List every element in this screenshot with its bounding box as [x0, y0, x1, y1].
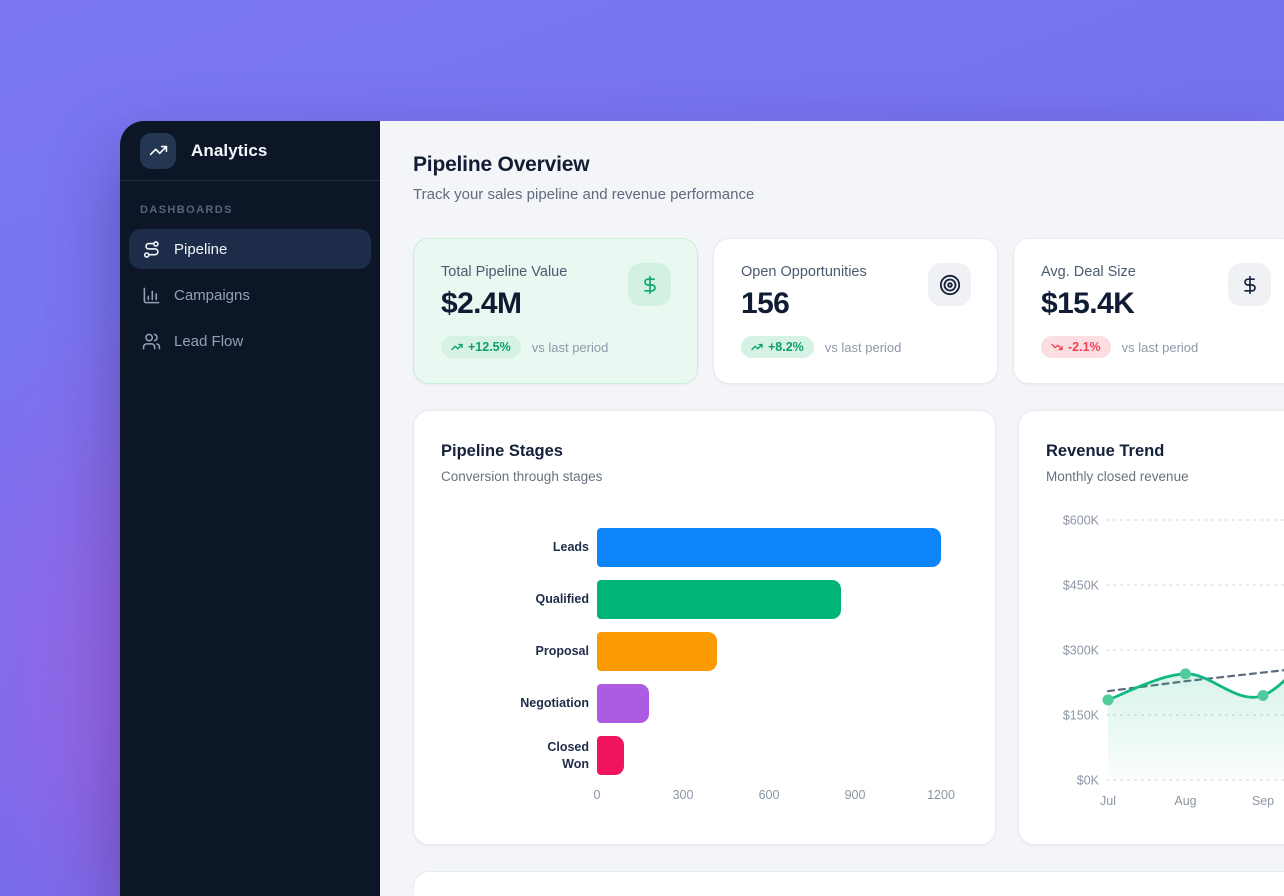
bar-track	[597, 684, 968, 723]
stat-cards-row: Total Pipeline Value $2.4M +12.5% vs las…	[413, 238, 1284, 384]
x-axis-label: Aug	[1174, 794, 1196, 808]
target-icon	[928, 263, 971, 306]
stat-value: $15.4K	[1041, 287, 1135, 320]
app-name: Analytics	[191, 140, 268, 160]
column-chart-icon	[142, 286, 161, 305]
next-section-card	[413, 871, 1284, 896]
bar-track	[597, 580, 968, 619]
data-point-dot[interactable]	[1257, 690, 1269, 701]
bar[interactable]	[597, 580, 841, 619]
bar-category-label: Qualified	[535, 592, 589, 607]
bar-chart: Leads Qualified Proposal Negotiation Closed …	[441, 528, 968, 775]
sidebar-item-pipeline[interactable]: Pipeline	[129, 229, 371, 269]
sidebar-nav: Pipeline Campaigns	[120, 229, 380, 361]
bar-track	[597, 528, 968, 567]
chart-subtitle: Monthly closed revenue	[1046, 469, 1189, 484]
bar-category-label: Negotiation	[520, 696, 589, 711]
stat-label: Avg. Deal Size	[1041, 264, 1136, 280]
stat-footer: -2.1% vs last period	[1041, 336, 1270, 358]
x-axis-tick: 900	[844, 788, 866, 802]
compare-label: vs last period	[531, 339, 609, 355]
bar[interactable]	[597, 736, 624, 775]
x-axis-tick: 600	[758, 788, 780, 802]
y-axis-label: $600K	[1063, 514, 1100, 528]
change-badge: +8.2%	[741, 336, 814, 358]
trend-dashed-line	[1106, 669, 1284, 693]
page-subtitle: Track your sales pipeline and revenue pe…	[413, 186, 755, 203]
y-axis-label: $150K	[1063, 709, 1100, 723]
data-point-dot[interactable]	[1180, 668, 1191, 680]
trending-down-icon	[1051, 343, 1063, 351]
y-axis-label: $0K	[1077, 774, 1100, 788]
dollar-sign-icon	[1228, 263, 1271, 306]
bar[interactable]	[597, 684, 649, 723]
stat-footer: +8.2% vs last period	[741, 336, 970, 358]
bar[interactable]	[597, 632, 717, 671]
app-window: Analytics DASHBOARDS Pipeline	[120, 121, 1284, 896]
x-axis-label: Sep	[1252, 794, 1274, 808]
data-point-dot[interactable]	[1102, 694, 1114, 706]
revenue-area-fill	[1108, 673, 1284, 780]
pipeline-stages-card: Pipeline Stages Conversion through stage…	[413, 410, 996, 845]
compare-label: vs last period	[824, 339, 902, 355]
x-axis-tick: 300	[672, 788, 694, 802]
x-axis-tick: 1200	[927, 788, 955, 802]
bar-category-label: Leads	[552, 540, 589, 555]
sidebar-item-label: Pipeline	[174, 240, 228, 258]
bar-row: Closed Won	[441, 736, 968, 775]
dollar-sign-icon	[628, 263, 671, 306]
stat-label: Total Pipeline Value	[441, 264, 568, 280]
sidebar-section-label: DASHBOARDS	[140, 204, 233, 216]
stat-card-avg-deal-size[interactable]: Avg. Deal Size $15.4K -2.1% vs last peri…	[1013, 238, 1284, 384]
bar-track	[597, 632, 968, 671]
compare-label: vs last period	[1121, 339, 1199, 355]
bar[interactable]	[597, 528, 941, 567]
users-icon	[142, 332, 161, 351]
sidebar: Analytics DASHBOARDS Pipeline	[120, 121, 380, 896]
bar-category-label: Proposal	[535, 644, 590, 659]
charts-row: Pipeline Stages Conversion through stage…	[413, 410, 1284, 845]
bar-row: Negotiation	[441, 684, 968, 723]
y-axis-label: $450K	[1063, 579, 1100, 593]
bar-row: Leads	[441, 528, 968, 567]
page-title: Pipeline Overview	[413, 153, 590, 176]
y-axis-label: $300K	[1063, 644, 1100, 658]
trending-up-icon	[451, 343, 463, 351]
stat-footer: +12.5% vs last period	[441, 336, 670, 358]
sidebar-item-lead-flow[interactable]: Lead Flow	[129, 321, 371, 361]
main-content: Pipeline Overview Track your sales pipel…	[380, 121, 1284, 896]
stat-card-total-pipeline-value[interactable]: Total Pipeline Value $2.4M +12.5% vs las…	[413, 238, 698, 384]
stat-value: $2.4M	[441, 287, 522, 320]
app-logo-row: Analytics	[120, 121, 380, 181]
stat-label: Open Opportunities	[741, 264, 867, 280]
sidebar-item-campaigns[interactable]: Campaigns	[129, 275, 371, 315]
trending-up-logo-icon	[140, 132, 176, 169]
change-badge: +12.5%	[441, 336, 521, 358]
sidebar-item-label: Lead Flow	[174, 332, 244, 350]
revenue-trend-card: Revenue Trend Monthly closed revenue $60…	[1018, 410, 1284, 845]
bar-category-label: Closed Won	[547, 740, 589, 771]
stat-card-open-opportunities[interactable]: Open Opportunities 156 +8.2% vs last per…	[713, 238, 998, 384]
x-axis-label: Jul	[1100, 794, 1116, 808]
stat-value: 156	[741, 287, 790, 320]
chart-subtitle: Conversion through stages	[441, 469, 603, 484]
trending-up-icon	[751, 343, 763, 351]
revenue-line	[1106, 672, 1284, 702]
change-badge: -2.1%	[1041, 336, 1111, 358]
bar-row: Qualified	[441, 580, 968, 619]
chart-title: Revenue Trend	[1046, 442, 1165, 460]
bar-row: Proposal	[441, 632, 968, 671]
bar-track	[597, 736, 968, 775]
chart-title: Pipeline Stages	[441, 442, 563, 460]
x-axis-tick: 0	[593, 788, 601, 802]
sidebar-item-label: Campaigns	[174, 286, 250, 304]
route-icon	[142, 240, 161, 259]
bar-chart-x-axis: 0 300 600 900 1200	[593, 788, 968, 804]
